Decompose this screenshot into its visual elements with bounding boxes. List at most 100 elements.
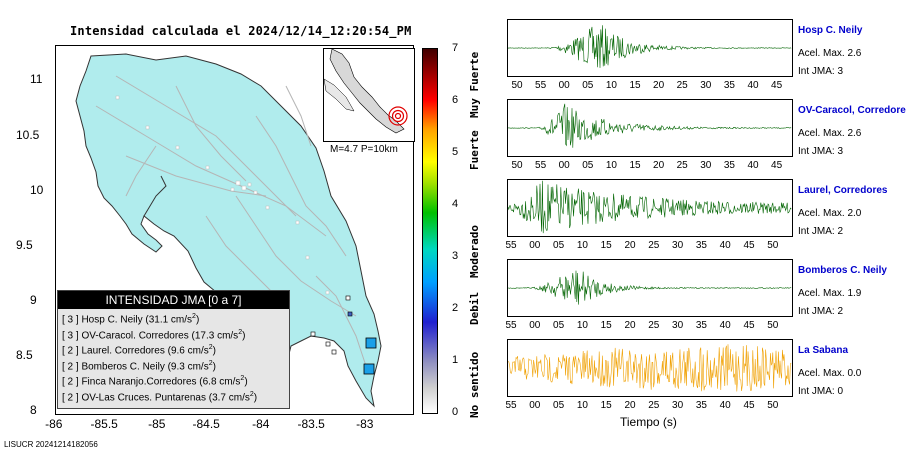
- legend-accel-close: ): [212, 360, 216, 372]
- time-tick: 25: [676, 160, 688, 171]
- colorbar-tick: 0: [452, 406, 459, 418]
- legend-accel-close: ): [244, 376, 248, 388]
- legend-rows: [ 3 ] Hosp C. Neily (31.1 cm/s2)[ 3 ] OV…: [58, 309, 289, 403]
- time-tick: 45: [743, 400, 755, 411]
- station-name: La Sabana: [798, 345, 849, 356]
- longitude-tick: -85: [148, 417, 166, 431]
- legend-accel-exponent: 2: [192, 313, 196, 320]
- colorbar-category: Fuerte: [468, 130, 481, 170]
- latitude-tick: 9.5: [16, 238, 33, 252]
- time-tick: 55: [535, 160, 547, 171]
- legend-accel: (9.3 cm/s: [167, 360, 209, 372]
- longitude-tick: -84.5: [192, 417, 220, 431]
- waveform-trace: [507, 179, 793, 237]
- time-tick: 40: [747, 160, 759, 171]
- waveform-trace: [507, 19, 793, 77]
- latitude-tick: 8.5: [16, 348, 33, 362]
- colorbar-tick: 5: [452, 146, 459, 158]
- waveform-line: [508, 270, 792, 305]
- time-tick: 05: [553, 400, 565, 411]
- time-tick: 10: [576, 400, 588, 411]
- time-tick-row: 50 55 00 05 10 15 20 25 30 35 40 45: [507, 80, 791, 92]
- time-tick: 50: [511, 80, 523, 91]
- time-tick: 00: [529, 320, 541, 331]
- station-name: Hosp C. Neily: [798, 25, 863, 36]
- intensity-legend: INTENSIDAD JMA [0 a 7] [ 3 ] Hosp C. Nei…: [57, 290, 290, 409]
- waveform-trace: [507, 339, 793, 397]
- colorbar-category: Muy Fuerte: [468, 51, 481, 118]
- station-jma-intensity: Int JMA: 0: [798, 386, 844, 397]
- time-tick: 50: [511, 160, 523, 171]
- time-tick: 10: [576, 320, 588, 331]
- time-tick: 25: [648, 240, 660, 251]
- station-markers: [310, 295, 377, 375]
- latitude-tick: 8: [30, 403, 37, 417]
- time-tick: 55: [505, 240, 517, 251]
- time-axis-label: Tiempo (s): [620, 415, 677, 429]
- waveform-trace: [507, 259, 793, 317]
- station-name: Laurel, Corredores: [798, 185, 888, 196]
- time-tick: 00: [558, 80, 570, 91]
- station-max-accel: Acel. Max. 0.0: [798, 368, 862, 379]
- time-tick: 20: [653, 80, 665, 91]
- waveform-line: [508, 25, 792, 68]
- time-tick: 00: [529, 400, 541, 411]
- legend-header: INTENSIDAD JMA [0 a 7]: [58, 291, 289, 309]
- time-tick: 15: [629, 80, 641, 91]
- legend-level: [ 2 ]: [62, 345, 82, 357]
- time-tick: 45: [743, 320, 755, 331]
- time-tick: 35: [723, 80, 735, 91]
- time-tick-row: 50 55 00 05 10 15 20 25 30 35 40 45: [507, 160, 791, 172]
- legend-accel-close: ): [242, 329, 246, 341]
- station-jma-intensity: Int JMA: 3: [798, 146, 844, 157]
- longitude-tick: -83.5: [297, 417, 325, 431]
- latitude-tick: 10: [30, 183, 44, 197]
- station-max-accel: Acel. Max. 2.6: [798, 48, 862, 59]
- map-title: Intensidad calculada el 2024/12/14_12:20…: [70, 24, 412, 38]
- time-tick: 40: [719, 240, 731, 251]
- waveform-trace: [507, 99, 793, 157]
- map-canvas: [75, 53, 382, 408]
- legend-level: [ 3 ]: [62, 329, 82, 341]
- time-tick: 45: [743, 240, 755, 251]
- longitude-tick: -85.5: [90, 417, 118, 431]
- waveform-svg: [508, 25, 792, 68]
- waveform-svg: [508, 344, 792, 392]
- time-tick: 35: [723, 160, 735, 171]
- time-tick: 50: [767, 320, 779, 331]
- legend-level: [ 3 ]: [62, 314, 82, 326]
- colorbar-tick: 7: [452, 42, 459, 54]
- legend-row: [ 2 ] Bomberos C. Neily (9.3 cm/s2): [58, 356, 289, 372]
- legend-row: [ 2 ] OV-Las Cruces. Puntarenas (3.7 cm/…: [58, 387, 289, 403]
- station-name: Bomberos C. Neily: [798, 265, 887, 276]
- time-tick: 15: [629, 160, 641, 171]
- waveform-line: [508, 103, 792, 148]
- time-tick: 55: [505, 320, 517, 331]
- time-tick: 05: [582, 160, 594, 171]
- waveform-svg: [508, 103, 792, 148]
- legend-accel: (6.8 cm/s: [199, 376, 241, 388]
- time-tick: 45: [771, 80, 783, 91]
- legend-row: [ 3 ] OV-Caracol. Corredores (17.3 cm/s2…: [58, 325, 289, 341]
- latitude-tick: 9: [30, 293, 37, 307]
- time-tick: 35: [695, 240, 707, 251]
- time-tick: 30: [700, 80, 712, 91]
- gulf-line: [143, 175, 167, 217]
- legend-station: Laurel. Corredores: [81, 345, 168, 357]
- time-tick: 35: [695, 320, 707, 331]
- time-tick: 15: [600, 240, 612, 251]
- time-tick: 40: [747, 80, 759, 91]
- legend-accel: (17.3 cm/s: [191, 329, 239, 341]
- time-tick: 10: [576, 240, 588, 251]
- time-tick: 50: [767, 240, 779, 251]
- colorbar-category: No sentido: [468, 351, 481, 418]
- latitude-tick: 11: [30, 72, 43, 86]
- station-jma-intensity: Int JMA: 2: [798, 226, 844, 237]
- legend-accel-exponent: 2: [238, 328, 243, 336]
- time-tick: 40: [719, 320, 731, 331]
- station-max-accel: Acel. Max. 2.6: [798, 128, 862, 139]
- longitude-tick: -83: [356, 417, 374, 431]
- legend-accel-exponent: 2: [249, 390, 254, 398]
- legend-row: [ 3 ] Hosp C. Neily (31.1 cm/s2): [58, 309, 289, 325]
- legend-level: [ 2 ]: [62, 376, 82, 388]
